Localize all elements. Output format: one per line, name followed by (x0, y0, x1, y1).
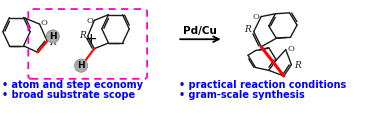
Text: R: R (294, 61, 301, 70)
Text: • gram-scale synthesis: • gram-scale synthesis (179, 90, 305, 100)
Text: Pd/Cu: Pd/Cu (183, 26, 217, 36)
Text: R: R (244, 25, 251, 34)
FancyArrowPatch shape (180, 36, 219, 42)
Text: • broad substrate scope: • broad substrate scope (2, 90, 135, 100)
Text: • atom and step economy: • atom and step economy (2, 80, 143, 90)
Text: H: H (77, 61, 85, 70)
Text: O: O (86, 17, 93, 25)
Text: • practical reaction conditions: • practical reaction conditions (179, 80, 346, 90)
Text: H: H (49, 32, 57, 41)
Circle shape (74, 59, 88, 72)
Text: +: + (84, 32, 97, 47)
Text: O: O (41, 19, 48, 27)
Text: R: R (50, 38, 56, 47)
Text: O: O (287, 45, 294, 53)
Text: R: R (79, 31, 85, 40)
Circle shape (46, 30, 59, 43)
Text: O: O (252, 13, 259, 21)
